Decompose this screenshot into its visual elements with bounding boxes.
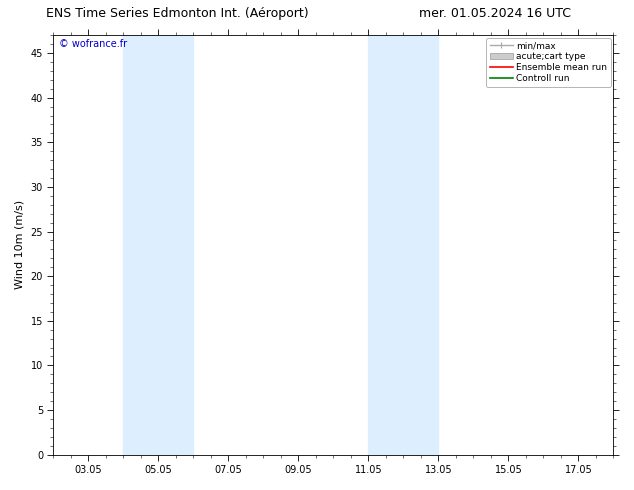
Y-axis label: Wind 10m (m/s): Wind 10m (m/s) bbox=[15, 200, 25, 290]
Text: © wofrance.fr: © wofrance.fr bbox=[59, 40, 127, 49]
Bar bbox=[124, 35, 158, 455]
Text: ENS Time Series Edmonton Int. (Aéroport): ENS Time Series Edmonton Int. (Aéroport) bbox=[46, 7, 309, 21]
Legend: min/max, acute;cart type, Ensemble mean run, Controll run: min/max, acute;cart type, Ensemble mean … bbox=[486, 38, 611, 87]
Text: mer. 01.05.2024 16 UTC: mer. 01.05.2024 16 UTC bbox=[418, 7, 571, 21]
Bar bbox=[158, 35, 193, 455]
Bar bbox=[403, 35, 439, 455]
Bar bbox=[368, 35, 403, 455]
